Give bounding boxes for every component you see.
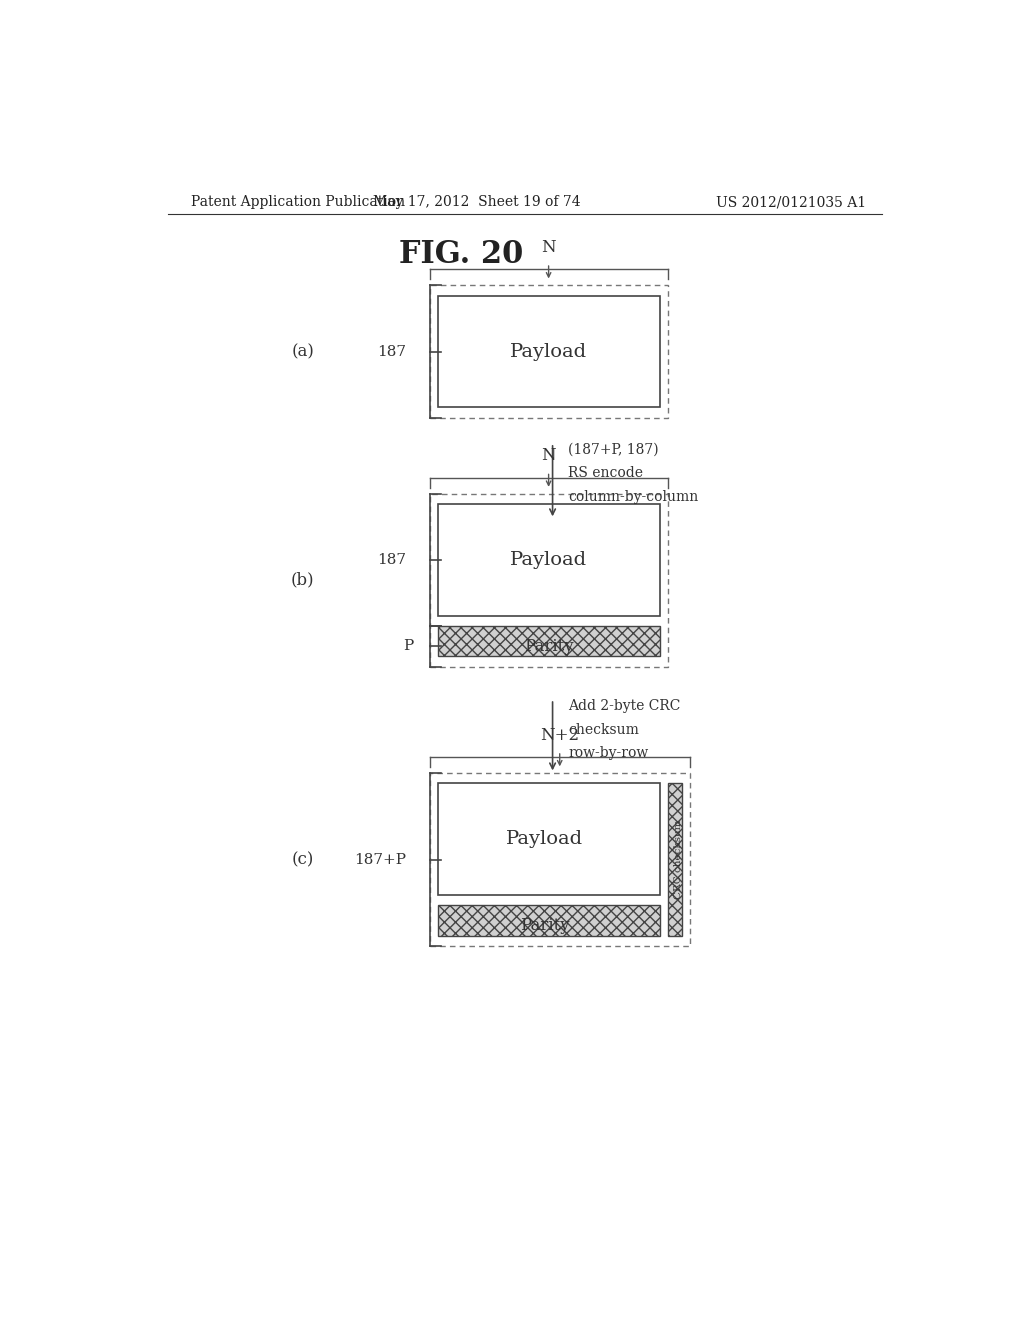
Bar <box>668 784 682 936</box>
Text: 187: 187 <box>377 553 406 566</box>
Text: row-by-row: row-by-row <box>568 746 648 760</box>
Text: Payload: Payload <box>510 342 587 360</box>
Bar <box>437 784 659 895</box>
Text: Add 2-byte CRC: Add 2-byte CRC <box>568 700 681 713</box>
Text: May 17, 2012  Sheet 19 of 74: May 17, 2012 Sheet 19 of 74 <box>374 195 581 209</box>
Bar <box>437 906 659 936</box>
Text: 187: 187 <box>377 345 406 359</box>
Text: checksum: checksum <box>568 722 639 737</box>
Text: N+2: N+2 <box>540 727 580 744</box>
Text: (a): (a) <box>291 343 314 360</box>
Bar <box>430 774 690 946</box>
Text: Payload: Payload <box>506 830 584 849</box>
Text: (187+P, 187): (187+P, 187) <box>568 444 659 457</box>
Text: N: N <box>542 447 556 465</box>
Text: Parity: Parity <box>524 638 573 655</box>
Text: US 2012/0121035 A1: US 2012/0121035 A1 <box>716 195 866 209</box>
Text: Payload: Payload <box>510 550 587 569</box>
Text: Patent Application Publication: Patent Application Publication <box>191 195 406 209</box>
Text: (b): (b) <box>291 572 314 589</box>
Text: RS encode: RS encode <box>568 466 643 480</box>
Text: FIG. 20: FIG. 20 <box>399 239 523 271</box>
Bar <box>430 285 668 417</box>
Text: N: N <box>542 239 556 256</box>
Text: 187+P: 187+P <box>353 853 406 867</box>
Bar <box>437 296 659 408</box>
Text: column-by-column: column-by-column <box>568 490 698 504</box>
Text: CRC checksum: CRC checksum <box>674 820 683 899</box>
Text: (c): (c) <box>292 851 313 869</box>
Bar <box>430 494 668 667</box>
Bar <box>437 626 659 656</box>
Text: Parity: Parity <box>520 917 569 935</box>
Bar <box>437 504 659 615</box>
Text: P: P <box>403 639 414 653</box>
